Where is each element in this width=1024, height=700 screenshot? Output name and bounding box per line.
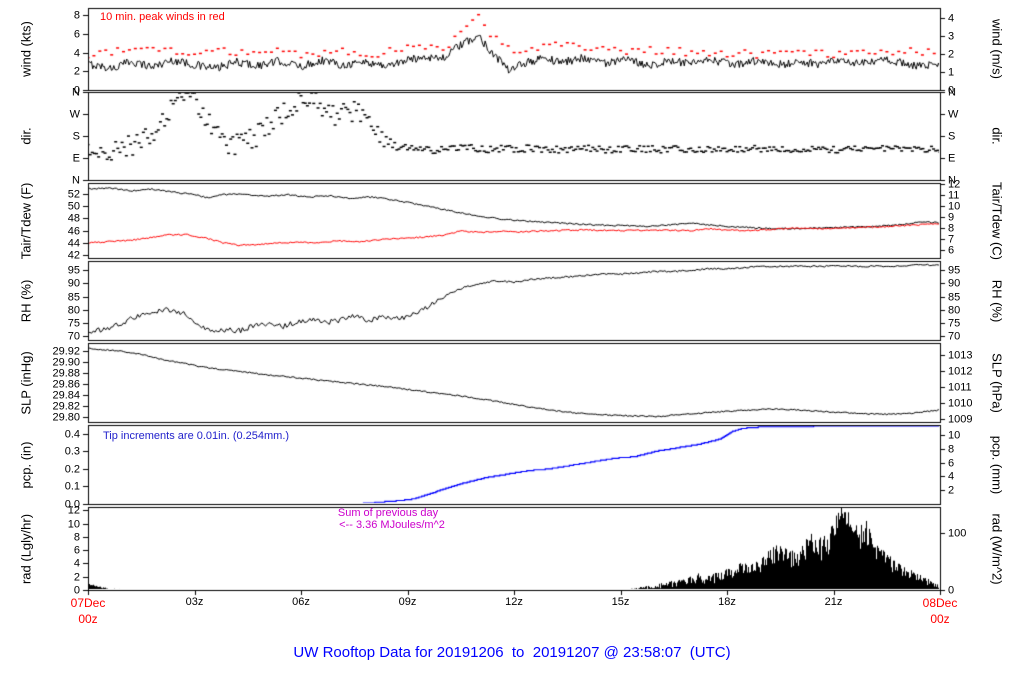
meteogram-figure: 10 min. peak winds in red Tip increments… bbox=[0, 0, 1024, 700]
plot-canvas bbox=[0, 0, 1024, 700]
